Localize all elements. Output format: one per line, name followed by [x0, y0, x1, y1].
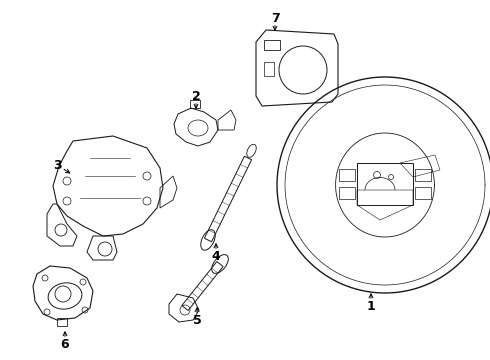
Text: 7: 7	[270, 12, 279, 24]
Text: 3: 3	[53, 158, 61, 171]
Bar	[264, 40, 280, 50]
Text: 2: 2	[192, 90, 200, 103]
Text: 5: 5	[193, 314, 201, 327]
Text: 1: 1	[367, 300, 375, 312]
Text: 4: 4	[212, 249, 220, 262]
Bar	[415, 187, 431, 199]
Bar	[339, 187, 355, 199]
Bar	[264, 62, 274, 76]
Bar	[415, 169, 431, 181]
Text: 6: 6	[61, 338, 69, 351]
Bar	[339, 169, 355, 181]
